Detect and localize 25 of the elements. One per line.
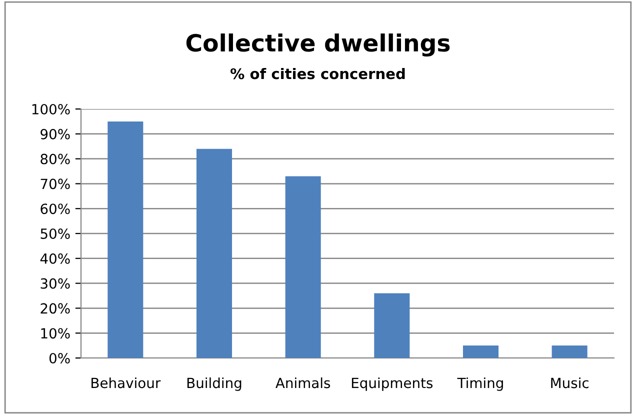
x-tick-label: Behaviour (92, 377, 161, 388)
bar (108, 121, 144, 358)
y-tick-label: 40% (40, 253, 70, 264)
y-tick-label: 60% (40, 204, 70, 214)
y-tick-label: 50% (40, 228, 70, 239)
y-tick-label: 90% (40, 128, 70, 140)
bar (462, 346, 499, 358)
y-tick-label: 20% (40, 303, 70, 314)
y-tick-label: 70% (40, 178, 70, 190)
bar (374, 293, 410, 358)
y-tick-label: 10% (41, 328, 70, 339)
chart-title: Collective dwellings (186, 33, 450, 57)
y-tick-label: 0% (49, 352, 70, 364)
x-tick-label: Animals (276, 377, 330, 388)
chart-subtitle: % of cities concerned (230, 68, 405, 80)
bar (285, 176, 321, 358)
x-tick-label: Music (551, 377, 588, 388)
x-tick-label: Equipments (352, 377, 433, 391)
y-tick-label: 30% (40, 278, 70, 289)
x-tick-label: Timing (457, 377, 503, 391)
bar (552, 346, 588, 358)
y-tick-label: 100% (32, 104, 70, 114)
y-tick-label: 80% (40, 154, 70, 164)
x-tick-label: Building (187, 377, 242, 391)
bar (196, 148, 232, 358)
